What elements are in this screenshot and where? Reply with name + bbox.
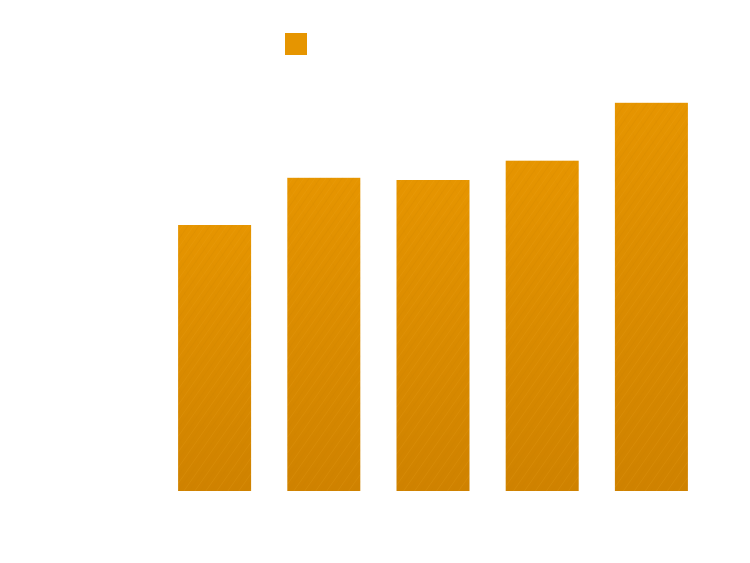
legend bbox=[285, 33, 307, 55]
bar-texture-secondary bbox=[505, 160, 579, 491]
bar-texture-secondary bbox=[614, 102, 688, 492]
bar-1 bbox=[178, 225, 252, 491]
bar-texture-secondary bbox=[287, 177, 361, 492]
bars-group bbox=[178, 102, 688, 492]
legend-swatch bbox=[285, 33, 307, 55]
bar-2 bbox=[287, 177, 361, 492]
bar-5 bbox=[614, 102, 688, 492]
bar-3 bbox=[396, 180, 470, 491]
bar-texture-secondary bbox=[396, 180, 470, 491]
bar-4 bbox=[505, 160, 579, 491]
bar-texture-secondary bbox=[178, 225, 252, 491]
